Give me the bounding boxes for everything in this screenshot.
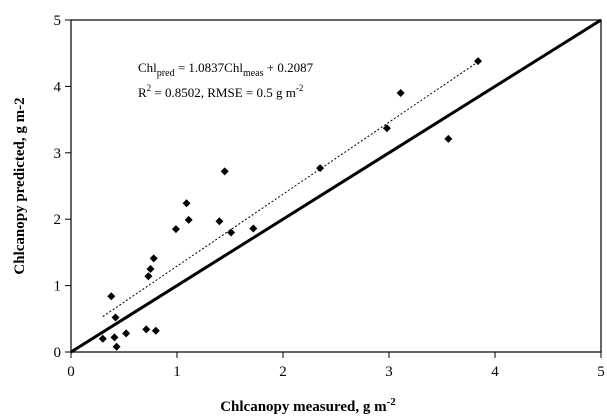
data-point-14 bbox=[184, 215, 193, 224]
data-point-15 bbox=[215, 217, 224, 226]
y-tick-label-4: 4 bbox=[54, 79, 62, 95]
x-tick-label-4: 4 bbox=[491, 364, 499, 380]
data-point-17 bbox=[227, 228, 236, 237]
data-point-11 bbox=[151, 326, 160, 335]
x-tick-label-0: 0 bbox=[67, 364, 75, 380]
data-point-12 bbox=[171, 225, 180, 234]
data-point-20 bbox=[382, 124, 391, 133]
x-tick-label-2: 2 bbox=[279, 364, 287, 380]
y-axis-ticks: 0 1 2 3 4 5 bbox=[54, 13, 71, 361]
data-point-3 bbox=[110, 333, 119, 342]
data-point-5 bbox=[112, 342, 121, 351]
data-point-22 bbox=[444, 134, 453, 143]
y-tick-label-1: 1 bbox=[54, 279, 62, 295]
data-point-7 bbox=[142, 325, 151, 334]
data-point-9 bbox=[146, 265, 155, 273]
y-tick-label-2: 2 bbox=[54, 212, 62, 228]
y-tick-label-3: 3 bbox=[54, 146, 62, 162]
x-tick-label-1: 1 bbox=[173, 364, 181, 380]
data-points bbox=[98, 57, 483, 351]
data-point-13 bbox=[182, 199, 191, 208]
plot-area-frame bbox=[70, 19, 602, 353]
y-axis-title: Chlcanopy predicted, g m-2 bbox=[12, 97, 28, 274]
data-point-2 bbox=[107, 292, 116, 301]
x-tick-label-3: 3 bbox=[385, 364, 393, 380]
regression-equation: Chlpred = 1.0837Chlmeas + 0.2087 bbox=[138, 60, 314, 79]
data-point-8 bbox=[144, 272, 153, 281]
data-point-4 bbox=[111, 313, 120, 322]
data-point-6 bbox=[122, 329, 131, 338]
identity-line bbox=[70, 18, 602, 354]
data-point-1 bbox=[98, 334, 107, 343]
regression-fit-line bbox=[102, 61, 479, 317]
fit-statistics: R2 = 0.8502, RMSE = 0.5 g m-2 bbox=[138, 83, 303, 100]
x-axis-ticks: 0 1 2 3 4 5 bbox=[67, 352, 605, 380]
data-point-21 bbox=[396, 89, 405, 98]
data-point-19 bbox=[316, 164, 325, 173]
y-tick-label-0: 0 bbox=[54, 345, 62, 361]
data-point-18 bbox=[249, 224, 258, 233]
y-tick-label-5: 5 bbox=[54, 13, 62, 29]
x-axis-title: Chlcanopy measured, g m-2 bbox=[220, 396, 396, 415]
x-tick-label-5: 5 bbox=[597, 364, 605, 380]
data-point-23 bbox=[474, 57, 483, 66]
data-point-10 bbox=[149, 254, 158, 263]
data-point-16 bbox=[220, 167, 229, 176]
